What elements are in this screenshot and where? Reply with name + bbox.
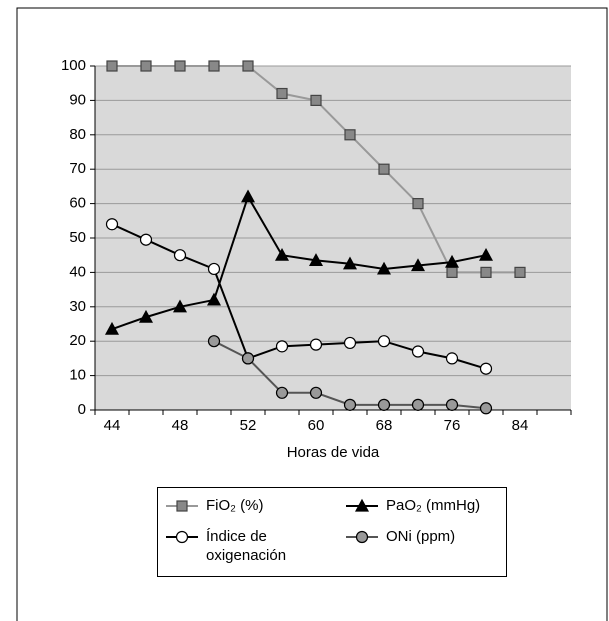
legend-symbol <box>346 498 378 512</box>
data-point <box>173 249 187 262</box>
data-point <box>241 352 255 365</box>
data-point <box>412 198 424 210</box>
data-point <box>411 345 425 358</box>
legend-label: FiO₂ (%) <box>206 497 264 514</box>
data-point <box>276 87 288 100</box>
data-point <box>207 335 221 348</box>
legend: FiO₂ (%) PaO₂ (mmHg) Índice de oxigenación… <box>157 487 507 577</box>
data-point <box>206 292 222 306</box>
data-point <box>310 94 322 107</box>
legend-marker <box>354 498 370 512</box>
legend-marker <box>175 530 189 543</box>
data-point <box>139 233 153 246</box>
data-point <box>411 398 425 411</box>
data-point <box>104 321 120 335</box>
data-point <box>309 386 323 399</box>
data-point <box>444 254 460 268</box>
legend-symbol <box>166 500 198 512</box>
data-point <box>172 299 188 313</box>
legend-item: Índice de oxigenación <box>164 527 344 569</box>
data-point <box>240 189 256 203</box>
y-tick-label: 30 <box>69 298 86 315</box>
data-point <box>140 60 152 72</box>
data-point <box>479 362 493 375</box>
x-tick-label: 60 <box>308 417 325 434</box>
data-point <box>138 309 154 323</box>
series-line <box>111 194 487 331</box>
y-tick-label: 0 <box>78 401 86 418</box>
data-point <box>479 402 493 415</box>
data-point <box>446 266 458 278</box>
legend-marker <box>355 530 369 543</box>
data-point <box>377 398 391 411</box>
y-tick-label: 40 <box>69 263 86 280</box>
data-point <box>378 163 390 175</box>
x-axis-label: Horas de vida <box>287 444 380 461</box>
data-point <box>275 340 289 353</box>
data-point <box>105 218 119 231</box>
data-point <box>514 266 526 278</box>
y-tick-label: 20 <box>69 332 86 349</box>
legend-label: Índice de oxigenación <box>206 527 287 564</box>
data-point <box>308 253 324 266</box>
data-point <box>274 247 290 261</box>
data-point <box>445 398 459 411</box>
legend-label: ONi (ppm) <box>386 527 456 545</box>
y-tick-label: 50 <box>69 229 86 246</box>
data-point <box>376 261 392 275</box>
x-tick-label: 76 <box>444 417 461 434</box>
legend-label: PaO₂ (mmHg) <box>386 497 481 514</box>
y-tick-label: 90 <box>69 91 86 108</box>
data-point <box>377 335 391 348</box>
legend-marker <box>176 500 188 512</box>
data-point <box>275 386 289 399</box>
data-point <box>106 60 118 72</box>
data-point <box>410 258 426 272</box>
data-point <box>174 60 186 72</box>
y-tick-label: 60 <box>69 195 86 212</box>
legend-item: PaO₂ (mmHg) <box>344 496 514 519</box>
x-tick-label: 84 <box>512 417 529 434</box>
y-tick-label: 70 <box>69 160 86 177</box>
y-tick-label: 100 <box>61 57 86 74</box>
data-point <box>344 129 356 141</box>
legend-item: FiO₂ (%) <box>164 496 344 519</box>
legend-symbol <box>346 530 378 543</box>
legend-symbol <box>166 530 198 543</box>
data-point <box>207 262 221 276</box>
data-point <box>445 352 459 365</box>
frame <box>16 7 608 621</box>
x-tick-label: 68 <box>376 417 393 434</box>
data-point <box>342 256 358 270</box>
data-point <box>343 398 357 411</box>
data-point <box>208 60 220 72</box>
data-point <box>309 338 323 351</box>
x-tick-label: 44 <box>104 417 121 434</box>
x-tick-label: 52 <box>240 417 257 434</box>
data-point <box>480 266 492 278</box>
x-tick-label: 48 <box>172 417 189 434</box>
data-point <box>478 247 494 261</box>
y-tick-label: 80 <box>69 126 86 143</box>
data-point <box>242 60 254 72</box>
y-tick-label: 10 <box>69 367 86 384</box>
legend-item: ONi (ppm) <box>344 527 514 569</box>
data-point <box>343 336 357 350</box>
